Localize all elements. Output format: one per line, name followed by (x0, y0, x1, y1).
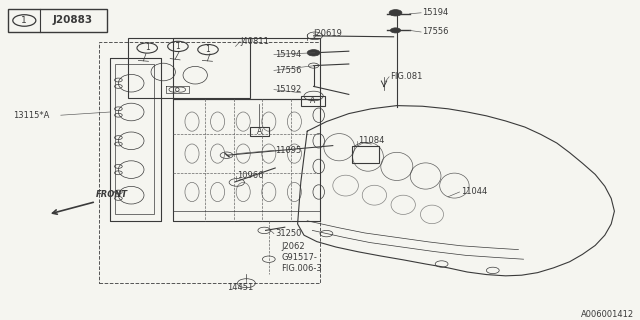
Text: J2062: J2062 (282, 242, 305, 251)
Text: A006001412: A006001412 (580, 310, 634, 319)
Text: 1: 1 (22, 16, 27, 25)
Text: 15192: 15192 (275, 85, 301, 94)
Text: G91517-: G91517- (282, 253, 317, 262)
Text: 1: 1 (145, 44, 150, 52)
Text: 1: 1 (205, 45, 211, 54)
Text: J20883: J20883 (52, 15, 92, 26)
Bar (250, 127, 269, 136)
Text: 10966: 10966 (237, 172, 263, 180)
Text: 17556: 17556 (422, 28, 449, 36)
Text: 15194: 15194 (422, 8, 449, 17)
Bar (352, 146, 379, 163)
Circle shape (307, 50, 320, 56)
Text: A: A (310, 96, 316, 105)
Text: J20619: J20619 (314, 29, 342, 38)
Text: J40811: J40811 (240, 37, 269, 46)
Bar (301, 96, 325, 106)
Bar (8, 9, 107, 32)
Text: 13115*A: 13115*A (13, 111, 49, 120)
Text: FRONT: FRONT (96, 190, 128, 199)
Bar (115, 64, 154, 214)
Text: 11084: 11084 (358, 136, 385, 145)
Text: 31250: 31250 (275, 229, 301, 238)
Text: 17556: 17556 (275, 66, 301, 75)
Bar (99, 42, 320, 283)
Text: 15194: 15194 (275, 50, 301, 59)
Text: A: A (257, 127, 262, 136)
Text: 11044: 11044 (461, 188, 487, 196)
Circle shape (389, 10, 402, 16)
Text: 11095: 11095 (275, 146, 301, 155)
Circle shape (390, 28, 401, 33)
Text: FIG.006-3: FIG.006-3 (282, 264, 323, 273)
Bar (128, 38, 250, 98)
Text: 1: 1 (175, 42, 180, 51)
Text: FIG.081: FIG.081 (390, 72, 423, 81)
Text: 14451: 14451 (227, 284, 253, 292)
